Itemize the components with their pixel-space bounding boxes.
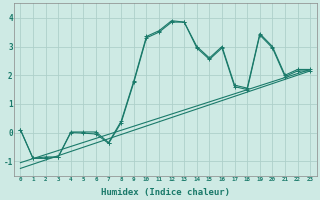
X-axis label: Humidex (Indice chaleur): Humidex (Indice chaleur) [101, 188, 230, 197]
